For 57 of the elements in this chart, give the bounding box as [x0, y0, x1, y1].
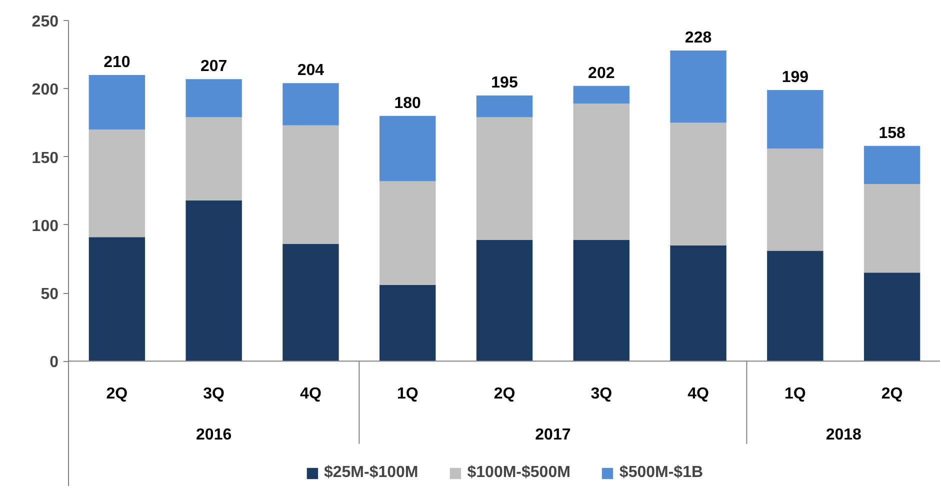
- bar: [476, 95, 533, 118]
- total-label: 199: [782, 68, 809, 86]
- bar: [186, 79, 242, 118]
- total-label: 207: [200, 58, 228, 76]
- bar: [767, 90, 824, 149]
- text: 2018: [826, 426, 862, 444]
- total-label: 210: [104, 54, 130, 72]
- total-label: 158: [878, 124, 906, 142]
- bar: [670, 50, 726, 123]
- x-tick-label: 2Q: [106, 386, 128, 403]
- legend-label: $100M-$500M: [467, 464, 570, 482]
- bar: [864, 146, 920, 184]
- x-tick-label: 3Q: [203, 386, 225, 403]
- bar: [88, 130, 146, 238]
- bar: [573, 104, 630, 240]
- bar: [864, 184, 920, 273]
- legend-label: $25M-$100M: [324, 464, 418, 482]
- total-label: 202: [588, 64, 615, 82]
- x-tick-label: 4Q: [688, 386, 709, 403]
- total-label: 204: [297, 62, 324, 80]
- x-tick-label: 2Q: [881, 386, 903, 403]
- bar: [282, 125, 339, 244]
- x-tick-label: 3Q: [590, 386, 612, 403]
- bar: [380, 181, 436, 285]
- y-tick-label: 150: [32, 150, 59, 167]
- bar: [380, 284, 436, 362]
- bar: [573, 86, 630, 104]
- total-label: 228: [684, 29, 712, 46]
- total-label: 195: [491, 74, 518, 92]
- legend-label: $500M-$1B: [619, 464, 704, 482]
- bar: [88, 75, 146, 130]
- text: 2017: [535, 426, 571, 444]
- bar: [864, 272, 920, 362]
- y-tick-label: 0: [50, 354, 59, 372]
- bar: [476, 240, 533, 362]
- x-tick-label: 2Q: [494, 386, 516, 403]
- bar: [573, 240, 630, 362]
- bar: [767, 250, 824, 362]
- y-tick-label: 200: [32, 82, 59, 99]
- bar: [186, 200, 242, 362]
- x-tick-label: 1Q: [396, 386, 418, 403]
- y-tick-label: 250: [32, 14, 59, 30]
- bar: [670, 122, 726, 246]
- bar: [380, 116, 436, 182]
- x-tick-label: 4Q: [300, 386, 322, 403]
- bar: [282, 244, 339, 362]
- bar: [767, 148, 824, 251]
- bar: [88, 237, 146, 362]
- bar: [476, 117, 533, 240]
- bar: [282, 83, 339, 126]
- y-tick-label: 50: [40, 286, 59, 304]
- total-label: 180: [394, 94, 422, 112]
- y-tick-label: 100: [32, 218, 59, 235]
- x-tick-label: 1Q: [784, 386, 806, 403]
- bar: [670, 245, 726, 362]
- text: 2016: [196, 426, 232, 444]
- bar: [186, 117, 242, 200]
